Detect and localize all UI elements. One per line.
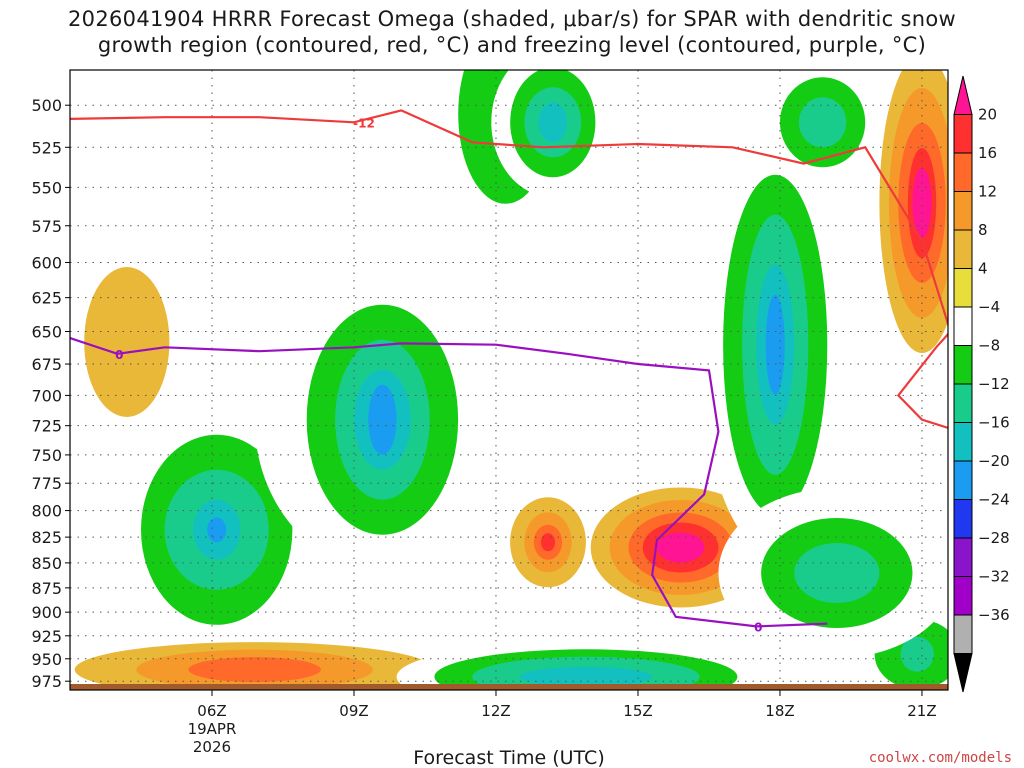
contour-label: 0 — [115, 348, 123, 362]
plot-frame — [69, 69, 949, 691]
x-tick-label: 09Z — [339, 702, 368, 720]
y-tick-label: 825 — [31, 528, 62, 547]
x-tick-year: 2026 — [193, 738, 231, 756]
x-tick-label: 06Z — [197, 702, 226, 720]
x-tick-label: 18Z — [765, 702, 794, 720]
omega-blob — [798, 97, 847, 148]
y-tick-label: 950 — [31, 650, 62, 669]
colorbar-label: −4 — [978, 298, 1000, 316]
colorbar-label: −16 — [978, 414, 1010, 432]
credit-text[interactable]: coolwx.com/models — [869, 750, 1012, 766]
colorbar-swatch — [953, 306, 973, 346]
colorbar-swatch — [953, 152, 973, 192]
y-tick-label: 850 — [31, 554, 62, 573]
colorbar-label: 4 — [978, 260, 988, 278]
y-tick-label: 975 — [31, 672, 62, 691]
colorbar-top-triangle — [953, 75, 973, 115]
colorbar-swatch — [953, 268, 973, 308]
y-tick-label: 675 — [31, 355, 62, 374]
y-tick-label: 725 — [31, 417, 62, 436]
y-tick-label: 550 — [31, 178, 62, 197]
x-tick-label: 15Z — [623, 702, 652, 720]
colorbar-swatch — [953, 537, 973, 577]
y-tick-label: 900 — [31, 603, 62, 622]
contour-freezing-level — [70, 337, 828, 628]
colorbar-label: −24 — [978, 491, 1010, 509]
colorbar-label: −20 — [978, 452, 1010, 470]
colorbar-label: −28 — [978, 529, 1010, 547]
contour-label: -12 — [353, 116, 375, 130]
y-tick-label: 650 — [31, 322, 62, 341]
omega-blob — [226, 663, 283, 676]
y-axis: 500 525 550 575 600 625 650 675 700 725 750 775 800 8… — [31, 96, 70, 691]
colorbar-label: −32 — [978, 568, 1010, 586]
contour-label: 0 — [754, 620, 762, 634]
y-tick-label: 925 — [31, 627, 62, 646]
omega-blob — [540, 533, 556, 552]
omega-blob — [368, 384, 397, 455]
omega-blob — [765, 294, 785, 395]
omega-blob — [538, 102, 567, 143]
colorbar-swatch — [953, 422, 973, 462]
plot-area: -12 0 0 — [70, 70, 948, 690]
colorbar-swatch — [953, 383, 973, 423]
x-tick-date: 19APR — [188, 720, 237, 738]
y-tick-label: 600 — [31, 253, 62, 272]
colorbar-swatch — [953, 499, 973, 539]
colorbar-label: 12 — [978, 183, 997, 201]
colorbar-label: −12 — [978, 375, 1010, 393]
x-tick-label: 12Z — [481, 702, 510, 720]
y-tick-label: 775 — [31, 474, 62, 493]
colorbar-swatch — [953, 460, 973, 500]
y-tick-label: 625 — [31, 289, 62, 308]
colorbar: 20 16 12 8 4 −4 −8 −12 −16 −20 −24 −28 −32 −36 — [953, 75, 1010, 693]
colorbar-label: −36 — [978, 606, 1010, 624]
colorbar-swatch — [953, 576, 973, 616]
y-tick-label: 875 — [31, 579, 62, 598]
colorbar-swatch — [953, 114, 973, 154]
contour-dgz — [70, 109, 948, 430]
colorbar-label: 20 — [978, 106, 997, 124]
omega-blob — [84, 267, 170, 417]
y-tick-label: 700 — [31, 386, 62, 405]
colorbar-label: −8 — [978, 337, 1000, 355]
colorbar-swatch — [953, 614, 973, 654]
omega-blob — [912, 168, 932, 238]
colorbar-label: 16 — [978, 144, 997, 162]
y-tick-label: 800 — [31, 502, 62, 521]
omega-blob — [656, 532, 705, 563]
chart-title-line-1: 2026041904 HRRR Forecast Omega (shaded, … — [68, 7, 956, 31]
colorbar-swatch — [953, 229, 973, 269]
x-axis-title: Forecast Time (UTC) — [413, 747, 604, 768]
ground-strip — [70, 684, 948, 690]
omega-blob — [519, 666, 653, 687]
x-tick-label: 21Z — [907, 702, 936, 720]
colorbar-bottom-triangle — [953, 653, 973, 693]
y-tick-label: 575 — [31, 217, 62, 236]
omega-blob — [794, 543, 880, 603]
colorbar-swatch — [953, 191, 973, 231]
omega-shading — [74, 70, 948, 690]
colorbar-label: 8 — [978, 221, 988, 239]
omega-blob — [207, 517, 227, 543]
y-tick-label: 750 — [31, 446, 62, 465]
contour-lines: -12 0 0 — [70, 109, 948, 634]
colorbar-swatch — [953, 345, 973, 385]
chart-title-line-2: growth region (contoured, red, °C) and f… — [97, 33, 927, 57]
y-tick-label: 500 — [31, 96, 62, 115]
y-tick-label: 525 — [31, 138, 62, 157]
omega-blob — [900, 636, 934, 672]
